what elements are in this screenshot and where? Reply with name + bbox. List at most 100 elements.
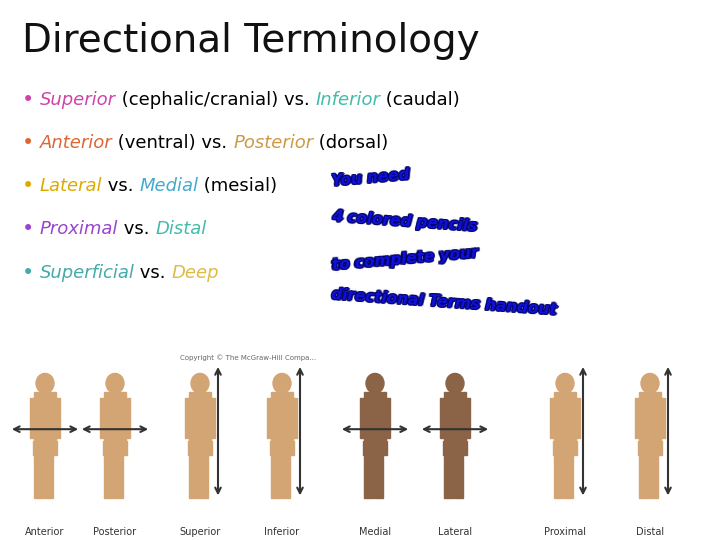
Text: Anterior: Anterior	[40, 134, 112, 152]
Bar	[554, 455, 563, 498]
Text: Directional Terminology: Directional Terminology	[22, 22, 480, 59]
Text: 4 colored pencils: 4 colored pencils	[331, 209, 478, 234]
Text: You need: You need	[330, 166, 409, 188]
Text: to complete your: to complete your	[333, 245, 480, 272]
Text: 4 colored pencils: 4 colored pencils	[333, 209, 480, 234]
Text: You need: You need	[331, 166, 410, 188]
Ellipse shape	[446, 374, 464, 393]
Bar	[271, 393, 293, 441]
Bar	[104, 455, 113, 498]
Text: to complete your: to complete your	[330, 246, 477, 274]
Bar	[126, 398, 130, 438]
Bar	[99, 398, 104, 438]
Text: •: •	[22, 133, 34, 153]
Bar	[386, 398, 390, 438]
Bar	[639, 455, 648, 498]
Text: to complete your: to complete your	[331, 244, 479, 272]
Ellipse shape	[36, 374, 54, 393]
Text: to complete your: to complete your	[331, 245, 479, 273]
Bar	[634, 398, 639, 438]
Bar	[638, 441, 662, 455]
Text: Lateral: Lateral	[438, 527, 472, 537]
Text: Distal: Distal	[156, 220, 207, 239]
Bar	[443, 441, 467, 455]
Bar	[466, 398, 470, 438]
Text: Posterior: Posterior	[94, 527, 137, 537]
Bar	[266, 398, 271, 438]
Bar	[444, 393, 466, 441]
Text: 4 colored pencils: 4 colored pencils	[330, 210, 477, 235]
Bar	[293, 398, 297, 438]
Text: directional Terms handout: directional Terms handout	[330, 287, 556, 318]
Text: You need: You need	[333, 167, 412, 189]
Bar	[364, 455, 373, 498]
Bar	[440, 398, 444, 438]
Text: Posterior: Posterior	[233, 134, 313, 152]
Bar	[553, 441, 577, 455]
Text: 4 colored pencils: 4 colored pencils	[331, 208, 478, 233]
Bar	[554, 393, 576, 441]
Text: directional Terms handout: directional Terms handout	[330, 286, 557, 317]
Bar	[271, 455, 280, 498]
Text: (dorsal): (dorsal)	[313, 134, 389, 152]
Text: directional Terms handout: directional Terms handout	[333, 287, 559, 318]
Text: directional Terms handout: directional Terms handout	[331, 287, 557, 318]
Text: (ventral) vs.: (ventral) vs.	[112, 134, 233, 152]
Text: •: •	[22, 219, 34, 240]
Text: Proximal: Proximal	[40, 220, 118, 239]
Bar	[114, 455, 123, 498]
Bar	[56, 398, 60, 438]
Bar	[189, 455, 198, 498]
Text: vs.: vs.	[118, 220, 156, 239]
Text: to complete your: to complete your	[331, 246, 479, 274]
Text: Proximal: Proximal	[544, 527, 586, 537]
Text: You need: You need	[333, 168, 411, 190]
Bar	[34, 393, 56, 441]
Ellipse shape	[556, 374, 574, 393]
Text: •: •	[22, 176, 34, 197]
Text: You need: You need	[330, 167, 409, 189]
Bar	[199, 455, 208, 498]
Text: to complete your: to complete your	[333, 246, 480, 274]
Bar	[359, 398, 364, 438]
Bar	[184, 398, 189, 438]
Text: Anterior: Anterior	[25, 527, 65, 537]
Text: directional Terms handout: directional Terms handout	[331, 288, 557, 319]
Bar	[281, 455, 290, 498]
Text: 4 colored pencils: 4 colored pencils	[330, 209, 477, 234]
Text: directional Terms handout: directional Terms handout	[333, 288, 559, 319]
Bar	[33, 441, 57, 455]
Text: (caudal): (caudal)	[380, 91, 460, 109]
Bar	[188, 441, 212, 455]
Text: directional Terms handout: directional Terms handout	[331, 286, 557, 316]
Text: •: •	[22, 262, 34, 283]
Bar	[639, 393, 661, 441]
Bar	[454, 455, 463, 498]
Text: (mesial): (mesial)	[198, 177, 277, 195]
Text: •: •	[22, 90, 34, 110]
Text: 4 colored pencils: 4 colored pencils	[333, 210, 479, 235]
Ellipse shape	[366, 374, 384, 393]
Bar	[211, 398, 215, 438]
Bar	[34, 455, 43, 498]
Text: Medial: Medial	[140, 177, 198, 195]
Text: Superior: Superior	[179, 527, 220, 537]
Text: directional Terms handout: directional Terms handout	[333, 286, 559, 317]
Bar	[103, 441, 127, 455]
Bar	[444, 455, 453, 498]
Bar	[270, 441, 294, 455]
Bar	[649, 455, 658, 498]
Bar	[576, 398, 580, 438]
Text: 4 colored pencils: 4 colored pencils	[333, 208, 479, 233]
Text: Superior: Superior	[40, 91, 116, 109]
Bar	[363, 441, 387, 455]
Text: Superficial: Superficial	[40, 264, 135, 282]
Bar	[30, 398, 34, 438]
Text: directional Terms handout: directional Terms handout	[330, 288, 557, 319]
Text: Inferior: Inferior	[315, 91, 380, 109]
Text: Medial: Medial	[359, 527, 391, 537]
Text: vs.: vs.	[102, 177, 140, 195]
Text: Lateral: Lateral	[40, 177, 102, 195]
Bar	[661, 398, 665, 438]
Text: You need: You need	[331, 167, 410, 189]
